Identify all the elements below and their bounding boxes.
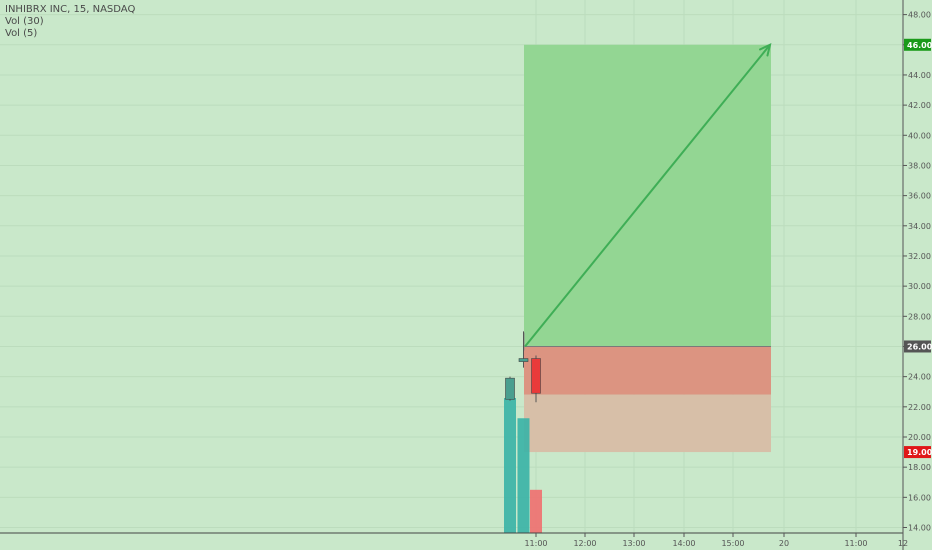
vol30-legend[interactable]: Vol (30) xyxy=(5,16,44,27)
y-tick-label: 16.00 xyxy=(908,493,931,502)
y-tick-label: 38.00 xyxy=(908,161,931,170)
x-tick-label: 11:00 xyxy=(844,539,867,548)
candle-body xyxy=(531,358,541,394)
x-tick-label: 12 xyxy=(898,539,908,548)
y-tick-label: 30.00 xyxy=(908,282,931,291)
price-label-text: 26.00 xyxy=(907,342,932,351)
target-arrow-head xyxy=(759,42,772,57)
y-tick-label: 20.00 xyxy=(908,433,931,442)
x-tick-label: 12:00 xyxy=(573,539,596,548)
loss-zone-active xyxy=(524,346,771,395)
x-tick-label: 13:00 xyxy=(622,539,645,548)
price-label-box xyxy=(904,446,931,459)
y-tick-label: 34.00 xyxy=(908,222,931,231)
x-tick-label: 14:00 xyxy=(672,539,695,548)
y-tick-label: 36.00 xyxy=(908,192,931,201)
y-tick-label: 28.00 xyxy=(908,312,931,321)
volume-bar xyxy=(517,418,530,533)
x-tick-label: 11:00 xyxy=(524,539,547,548)
vol5-legend[interactable]: Vol (5) xyxy=(5,28,38,39)
symbol-title[interactable]: INHIBRX INC, 15, NASDAQ xyxy=(5,4,136,15)
y-tick-label: 18.00 xyxy=(908,463,931,472)
y-tick-label: 14.00 xyxy=(908,524,931,533)
y-tick-label: 32.00 xyxy=(908,252,931,261)
volume-bar xyxy=(530,489,542,533)
price-label-box xyxy=(904,340,931,353)
y-tick-label: 44.00 xyxy=(908,71,931,80)
x-tick-label: 15:00 xyxy=(721,539,744,548)
candle-body xyxy=(518,358,529,362)
x-tick-label: 20 xyxy=(779,539,789,548)
loss-zone-remaining xyxy=(524,394,771,453)
volume-bar xyxy=(504,398,516,533)
y-tick-label: 42.00 xyxy=(908,101,931,110)
target-arrow-line xyxy=(524,44,771,348)
candle-body xyxy=(505,377,515,400)
chart-legend: INHIBRX INC, 15, NASDAQ Vol (30) Vol (5) xyxy=(5,4,135,40)
y-tick-label: 40.00 xyxy=(908,131,931,140)
price-label-box xyxy=(904,38,931,51)
price-label-text: 19.00 xyxy=(907,448,932,457)
y-tick-label: 48.00 xyxy=(908,11,931,20)
y-tick-label: 24.00 xyxy=(908,373,931,382)
y-tick-label: 22.00 xyxy=(908,403,931,412)
price-label-text: 46.00 xyxy=(907,41,932,50)
